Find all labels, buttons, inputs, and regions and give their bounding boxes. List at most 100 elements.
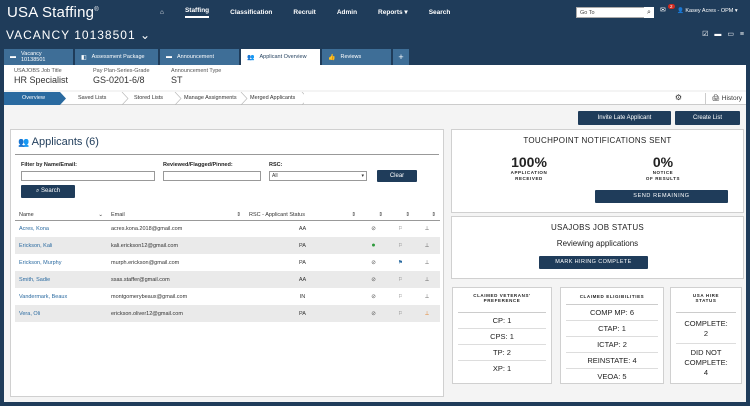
flag-icon[interactable]: ⚐	[387, 271, 414, 288]
create-list-button[interactable]: Create List	[675, 111, 740, 125]
vacancy-title[interactable]: VACANCY 10138501 ⌄	[6, 28, 152, 42]
chevron-down-icon: ▾	[361, 173, 364, 179]
reviewed-icon[interactable]: ⊘	[371, 225, 376, 232]
pin-icon[interactable]: ⊥	[414, 237, 440, 254]
filter-rfp-label: Reviewed/Flagged/Pinned:	[163, 162, 233, 168]
applicant-rsc: AA	[245, 271, 360, 288]
col-name[interactable]: Name ⌄	[15, 210, 107, 221]
checklist-icon[interactable]: ☑	[702, 31, 709, 38]
col-pinned[interactable]: ⇕	[414, 210, 440, 221]
col-reviewed[interactable]: ⇕	[360, 210, 387, 221]
applicant-rsc: PA	[245, 237, 360, 254]
pin-icon[interactable]: ⊥	[424, 293, 430, 300]
nav-staffing[interactable]: Staffing	[184, 7, 210, 18]
eligibility-item: REINSTATE: 4	[566, 353, 658, 369]
tab-vacancy[interactable]: ▬ Vacancy 10138501	[4, 49, 73, 65]
clear-button[interactable]: Clear	[377, 170, 417, 182]
reviewed-icon[interactable]: ⊘	[360, 271, 387, 288]
announcement-type-block: Announcement Type ST	[171, 68, 222, 85]
subtabs: Overview Saved Lists Stored Lists Manage…	[4, 92, 746, 105]
pin-icon[interactable]: ⊥	[424, 225, 430, 232]
reviewed-icon[interactable]: ⊘	[371, 259, 376, 266]
veteran-pref-item: XP: 1	[492, 364, 512, 373]
reviewed-icon[interactable]: ⊘	[360, 305, 387, 322]
applicant-name[interactable]: Vera, Oli	[15, 305, 107, 322]
usajobs-title: USAJOBS JOB STATUS	[550, 223, 645, 232]
applicant-name[interactable]: Erickson, Kali	[15, 237, 107, 254]
users-icon: 👥	[247, 54, 255, 61]
nav-search[interactable]: Search	[428, 8, 451, 16]
reviewed-icon[interactable]: ⊘	[371, 293, 376, 300]
gear-icon[interactable]: ⚙	[674, 93, 682, 102]
pin-icon[interactable]: ⊥	[414, 271, 440, 288]
subtab-stored-lists[interactable]: Stored Lists	[134, 95, 164, 101]
user-menu[interactable]: 👤 Kasey Acres - OPM ▾	[677, 8, 738, 14]
col-flagged[interactable]: ⇕	[387, 210, 414, 221]
send-remaining-button[interactable]: SEND REMAINING	[595, 190, 728, 203]
goto-input[interactable]: Go To	[576, 7, 646, 18]
main-nav: ⌂ Staffing Classification Recruit Admin …	[160, 0, 471, 24]
pay-plan-block: Pay Plan-Series-Grade GS-0201-6/8	[93, 68, 150, 85]
applicant-email: acres.kona.2018@gmail.com	[111, 225, 183, 232]
applicant-name[interactable]: Acres, Kona	[19, 225, 49, 232]
search-icon: ⌕	[35, 188, 40, 194]
flag-icon[interactable]: ⚐	[398, 225, 403, 232]
nav-recruit[interactable]: Recruit	[293, 8, 316, 16]
reviewed-check-icon[interactable]: ●	[360, 237, 387, 254]
flag-icon-active[interactable]: ⚑	[398, 259, 403, 266]
nav-classification[interactable]: Classification	[230, 8, 273, 16]
search-icon[interactable]: ⌕	[644, 7, 654, 18]
filter-rfp-input[interactable]	[163, 171, 261, 181]
main-content: USAJOBS Job Title HR Specialist Pay Plan-…	[4, 65, 746, 402]
col-rsc[interactable]: RSC - Applicant Status ⇕	[245, 210, 360, 221]
users-icon: 👥	[18, 137, 30, 147]
filter-name-input[interactable]	[21, 171, 155, 181]
chat-icon[interactable]: ▭	[727, 31, 734, 38]
eligibility-item: COMP MP: 6	[566, 305, 658, 321]
mark-hiring-complete-button[interactable]: MARK HIRING COMPLETE	[539, 256, 648, 269]
tab-reviews[interactable]: 👍 Reviews	[322, 49, 391, 65]
announcement-icon: ▬	[166, 54, 172, 60]
applicant-rsc: PA	[299, 259, 306, 266]
logo[interactable]: USA Staffing®	[7, 4, 99, 21]
invite-late-applicant-button[interactable]: Invite Late Applicant	[578, 111, 671, 125]
flag-icon[interactable]: ⚐	[387, 305, 414, 322]
pin-icon-active[interactable]: ⊥	[414, 305, 440, 322]
veteran-pref-item: CP: 1	[458, 313, 546, 329]
folder-icon[interactable]: ▬	[714, 31, 722, 38]
applicant-email: ssas.staffer@gmail.com	[107, 271, 245, 288]
subtab-saved-lists[interactable]: Saved Lists	[78, 95, 107, 101]
top-bar: USA Staffing® ⌂ Staffing Classification …	[0, 0, 750, 24]
home-icon[interactable]: ⌂	[160, 8, 164, 16]
subtab-manage-assignments[interactable]: Manage Assignments	[184, 95, 237, 101]
pin-icon[interactable]: ⊥	[424, 259, 430, 266]
history-button[interactable]: 🖨 History	[704, 93, 742, 104]
applicant-email: kali.erickson12@gmail.com	[107, 237, 245, 254]
notification-badge: 2	[668, 4, 675, 9]
job-info: USAJOBS Job Title HR Specialist Pay Plan-…	[4, 65, 746, 90]
usa-hire-status-panel: USA HIRE STATUS COMPLETE: 2 DID NOT COMPLE…	[670, 287, 742, 384]
flag-icon[interactable]: ⚐	[398, 293, 403, 300]
usajobs-status-panel: USAJOBS JOB STATUS Reviewing application…	[451, 216, 744, 279]
applicant-name[interactable]: Erickson, Murphy	[19, 259, 62, 266]
tab-announcement[interactable]: ▬ Announcement	[160, 49, 239, 65]
applicant-name[interactable]: Vandermark, Beaux	[19, 293, 68, 300]
notifications-icon[interactable]: ✉	[660, 7, 666, 14]
subtab-chevrons	[4, 92, 304, 105]
add-tab-button[interactable]: +	[393, 49, 409, 65]
search-button[interactable]: ⌕ Search	[21, 185, 75, 198]
rsc-select[interactable]: All ▾	[269, 171, 367, 181]
applicants-table: Name ⌄ Email ⇕ RSC - Applicant Status ⇕ ⇕ ⇕…	[15, 210, 440, 322]
table-row: Acres, Kona acres.kona.2018@gmail.com AA…	[15, 220, 440, 237]
col-email[interactable]: Email ⇕	[107, 210, 245, 221]
nav-reports[interactable]: Reports ▾	[378, 9, 408, 16]
subtab-overview[interactable]: Overview	[22, 95, 45, 101]
tab-applicant-overview[interactable]: 👥 Applicant Overview	[241, 49, 320, 65]
subtab-merged-applicants[interactable]: Merged Applicants	[250, 95, 296, 101]
flag-icon[interactable]: ⚐	[387, 237, 414, 254]
nav-admin[interactable]: Admin	[336, 8, 358, 16]
menu-icon[interactable]: ≡	[739, 31, 744, 38]
filter-name-label: Filter by Name/Email:	[21, 162, 77, 168]
tab-assessment[interactable]: ◧ Assessment Package	[75, 49, 158, 65]
applicant-name[interactable]: Smith, Sadie	[15, 271, 107, 288]
